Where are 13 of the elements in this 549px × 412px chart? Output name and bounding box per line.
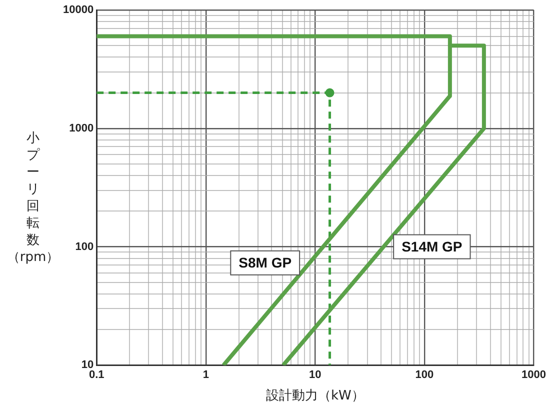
x-tick-label: 100 bbox=[415, 368, 434, 381]
y-tick-label: 10 bbox=[81, 359, 94, 372]
x-tick-label: 0.1 bbox=[88, 368, 104, 381]
x-tick-label: 1 bbox=[202, 368, 209, 381]
x-tick-label: 10 bbox=[309, 368, 322, 381]
series-label: S8M GP bbox=[238, 254, 292, 271]
x-tick-label: 1000 bbox=[522, 368, 546, 381]
y-axis-title: 小プーリ回転数（rpm） bbox=[6, 130, 60, 266]
y-tick-label: 100 bbox=[75, 240, 94, 253]
y-tick-label: 10000 bbox=[62, 4, 94, 16]
x-axis-title: 設計動力（kW） bbox=[266, 388, 364, 404]
y-tick-label: 1000 bbox=[69, 122, 94, 134]
series-label: S14M GP bbox=[402, 238, 462, 255]
